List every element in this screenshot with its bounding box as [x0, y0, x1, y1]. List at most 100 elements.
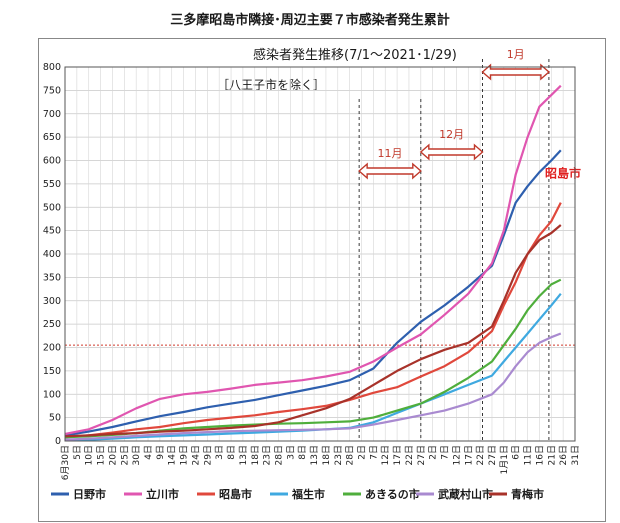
x-tick-label: 23日 — [333, 445, 344, 465]
legend-label: 福生市 — [291, 487, 325, 501]
month-label: 11月 — [377, 147, 402, 160]
legend-item: 昭島市 — [197, 487, 252, 501]
y-tick-label: 0 — [55, 436, 61, 447]
month-marker-layer: 11月 12月 1月 — [65, 48, 575, 441]
x-tick-label: 8日 — [226, 445, 237, 460]
x-tick-label: 10日 — [84, 445, 95, 465]
x-tick-label: 12日 — [451, 445, 462, 465]
y-tick-label: 200 — [43, 343, 61, 354]
x-tick-label: 7日 — [440, 445, 451, 460]
y-tick-label: 150 — [43, 366, 61, 377]
legend-label: 立川市 — [146, 487, 179, 501]
x-tick-label: 18日 — [321, 445, 332, 465]
x-tick-label: 3日 — [214, 445, 225, 460]
x-tick-label: 17日 — [463, 445, 474, 465]
x-tick-label: 13日 — [309, 445, 320, 465]
x-tick-label: 23日 — [262, 445, 273, 465]
legend-item: 福生市 — [270, 487, 325, 501]
y-tick-label: 450 — [43, 226, 61, 237]
x-tick-label: 27日 — [487, 445, 498, 465]
month-arrow — [419, 143, 484, 161]
x-tick-label: 6月30日 — [60, 445, 71, 480]
grid-layer — [64, 66, 576, 442]
month-arrow — [358, 162, 422, 180]
legend-label: 日野市 — [73, 487, 106, 501]
y-tick-label: 100 — [43, 389, 61, 400]
x-tick-label: 22日 — [475, 445, 486, 465]
y-tick-label: 800 — [43, 62, 61, 73]
legend-layer: 日野市 立川市 昭島市 福生市 あきるの市 武蔵村山市 青梅市 — [51, 487, 544, 501]
x-tick-label: 31日 — [570, 445, 581, 465]
y-tick-label: 650 — [43, 132, 61, 143]
axis-layer: 0 50 100 150 200 250 300 350 400 450 500 550 600 650 7… — [43, 62, 581, 480]
y-tick-label: 700 — [43, 109, 61, 120]
legend-label: あきるの市 — [365, 487, 420, 501]
highlight-series-label: 昭島市 — [545, 166, 581, 181]
y-tick-label: 350 — [43, 272, 61, 283]
plot-border — [64, 66, 576, 442]
series-layer: 昭島市 — [64, 84, 581, 442]
series-line — [64, 332, 562, 441]
x-tick-label: 15日 — [96, 445, 107, 465]
x-tick-label: 28日 — [345, 445, 356, 465]
legend-item: 青梅市 — [489, 487, 544, 501]
y-tick-label: 500 — [43, 202, 61, 213]
chart-title: 感染者発生推移(7/1～2021･1/29) — [253, 47, 457, 63]
y-tick-label: 600 — [43, 156, 61, 167]
x-tick-label: 16日 — [534, 445, 545, 465]
legend-item: 立川市 — [124, 487, 179, 501]
x-tick-label: 22日 — [404, 445, 415, 465]
month-arrow — [481, 63, 550, 81]
y-tick-label: 300 — [43, 296, 61, 307]
y-tick-label: 750 — [43, 85, 61, 96]
series-line — [64, 293, 562, 442]
x-tick-label: 17日 — [392, 445, 403, 465]
x-tick-label: 29日 — [202, 445, 213, 465]
x-tick-label: 13日 — [238, 445, 249, 465]
series-line — [64, 278, 562, 439]
chart-svg: 感染者発生推移(7/1～2021･1/29) ［八王子市を除く］ 11月12月1… — [43, 47, 581, 501]
chart-subtitle: ［八王子市を除く］ — [217, 77, 325, 92]
x-tick-label: 6日 — [511, 445, 522, 460]
x-tick-label: 19日 — [179, 445, 190, 465]
y-tick-label: 400 — [43, 249, 61, 260]
x-tick-label: 4日 — [143, 445, 154, 460]
series-line — [64, 84, 562, 436]
legend-item: 武蔵村山市 — [416, 487, 493, 501]
x-tick-label: 25日 — [119, 445, 130, 465]
x-tick-label: 18日 — [250, 445, 261, 465]
x-tick-label: 14日 — [167, 445, 178, 465]
page-title: 三多摩昭島市隣接･周辺主要７市感染者発生累計 — [170, 13, 450, 28]
x-tick-label: 26日 — [558, 445, 569, 465]
x-tick-label: 30日 — [131, 445, 142, 465]
legend-label: 武蔵村山市 — [438, 487, 493, 501]
x-tick-label: 8日 — [297, 445, 308, 460]
x-tick-label: 3日 — [285, 445, 296, 460]
y-tick-label: 550 — [43, 179, 61, 190]
y-tick-label: 50 — [49, 413, 61, 424]
x-tick-label: 28日 — [273, 445, 284, 465]
x-tick-label: 27日 — [416, 445, 427, 465]
x-tick-label: 1月1日 — [499, 445, 510, 474]
legend-label: 昭島市 — [219, 487, 252, 501]
series-line — [64, 202, 562, 439]
x-tick-label: 2日 — [357, 445, 368, 460]
y-tick-label: 250 — [43, 319, 61, 330]
legend-label: 青梅市 — [511, 487, 544, 501]
x-tick-label: 11日 — [523, 445, 534, 465]
x-tick-label: 5日 — [72, 445, 83, 460]
month-label: 12月 — [439, 128, 464, 141]
series-line — [64, 149, 562, 437]
series-line — [64, 224, 562, 438]
x-tick-label: 9日 — [155, 445, 166, 460]
month-label: 1月 — [507, 48, 525, 61]
chart-frame: 感染者発生推移(7/1～2021･1/29) ［八王子市を除く］ 11月 12月 1… — [38, 38, 606, 522]
x-tick-label: 20日 — [107, 445, 118, 465]
legend-item: あきるの市 — [343, 487, 420, 501]
legend-item: 日野市 — [51, 487, 106, 501]
x-tick-label: 21日 — [546, 445, 557, 465]
x-tick-label: 24日 — [190, 445, 201, 465]
x-tick-label: 2日 — [428, 445, 439, 460]
x-tick-label: 12日 — [380, 445, 391, 465]
x-tick-label: 7日 — [368, 445, 379, 460]
